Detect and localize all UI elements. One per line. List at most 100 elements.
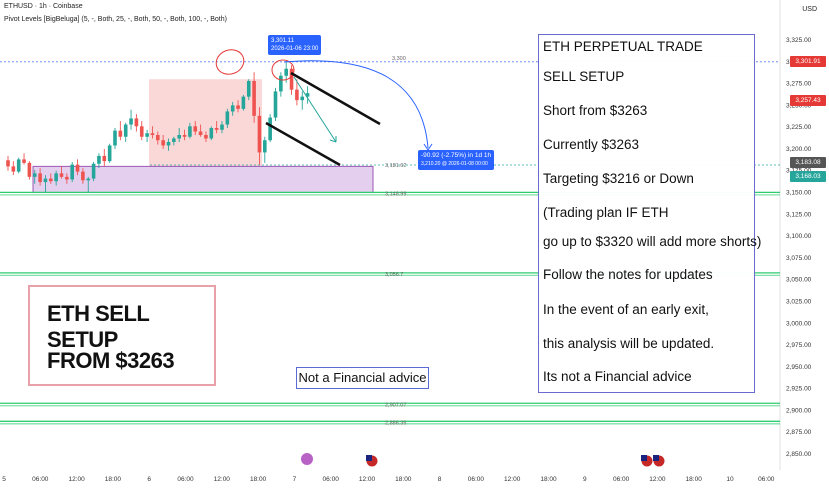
x-tick-label: 18:00 — [250, 476, 267, 483]
y-tick-label: 3,275.00 — [786, 81, 812, 88]
level-label: 2,886.35 — [385, 420, 406, 426]
x-tick-label: 18:00 — [540, 476, 557, 483]
candle-body — [182, 135, 187, 137]
candle-body — [263, 140, 267, 153]
candle-body — [150, 133, 155, 136]
projection-curve — [283, 60, 429, 149]
trade-note-line: SELL SETUP — [543, 69, 625, 84]
candle-body — [166, 141, 171, 146]
event-flag-canton — [653, 455, 659, 461]
trade-note-line: this analysis will be updated. — [543, 336, 715, 351]
candle-body — [134, 118, 139, 127]
price-label: 3,301.91 — [790, 56, 826, 67]
candle-body — [172, 138, 176, 142]
y-tick-label: 3,200.00 — [786, 146, 812, 153]
candle-body — [27, 162, 32, 177]
candle-body — [177, 135, 181, 139]
disclaimer-box[interactable]: Not a Financial advice — [296, 367, 429, 389]
event-flag-canton — [641, 455, 647, 461]
candle-body — [284, 68, 288, 76]
candle-body — [97, 155, 101, 164]
y-tick-label: 3,025.00 — [786, 298, 812, 305]
y-tick-label: 2,875.00 — [786, 429, 812, 436]
candle-body — [22, 159, 26, 163]
candle-body — [65, 176, 69, 180]
y-tick-label: 2,850.00 — [786, 451, 812, 458]
candle-body — [11, 166, 16, 172]
high-tooltip: 3,301.11 2026-01-06 23:00 — [268, 35, 322, 55]
measure-tooltip: -90.92 (-2.75%) in 1d 1h 3,210.20 @ 2026… — [418, 150, 495, 170]
candle-body — [59, 173, 64, 177]
candle-body — [279, 75, 283, 92]
candle-body — [43, 178, 48, 183]
candle-body — [81, 171, 85, 181]
trend-line-lower — [265, 121, 341, 167]
level-label: 3,148.99 — [385, 191, 406, 197]
x-tick-label: 18:00 — [686, 476, 703, 483]
top-circle — [271, 59, 295, 81]
trade-note-line: ETH PERPETUAL TRADE — [543, 39, 703, 54]
candle-body — [86, 178, 91, 181]
x-tick-label: 10 — [726, 476, 734, 483]
candle-body — [70, 164, 74, 180]
level-label: 3,300 — [392, 56, 406, 62]
high-circle — [215, 49, 245, 75]
candle-body — [129, 118, 133, 125]
high-tooltip-date: 2026-01-06 23:00 — [271, 46, 319, 52]
trade-note-line: Follow the notes for updates — [543, 267, 713, 282]
sell-setup-title: ETH SELL SETUP — [47, 301, 149, 352]
y-tick-label: 3,125.00 — [786, 211, 812, 218]
event-icon — [301, 453, 313, 465]
x-tick-label: 12:00 — [68, 476, 85, 483]
price-label: 3,183.08 — [790, 157, 826, 168]
candle-body — [268, 117, 272, 141]
candle-body — [273, 91, 278, 118]
x-tick-label: 06:00 — [758, 476, 775, 483]
candle-body — [246, 80, 251, 97]
candle-body — [236, 105, 240, 109]
candle-body — [139, 126, 144, 137]
x-tick-label: 06:00 — [177, 476, 194, 483]
y-tick-label: 2,975.00 — [786, 342, 812, 349]
candle-body — [75, 164, 80, 172]
trade-note-line: go up to $3320 will add more shorts) — [543, 234, 762, 249]
candle-body — [252, 80, 256, 116]
y-tick-label: 2,900.00 — [786, 407, 812, 414]
x-tick-label: 12:00 — [649, 476, 666, 483]
trade-note-line: Its not a Financial advice — [543, 369, 692, 384]
level-label: 3,181.62 — [385, 163, 406, 169]
trade-notes-box[interactable]: ETH PERPETUAL TRADE SELL SETUP Short from … — [538, 34, 761, 393]
x-tick-label: 6 — [147, 476, 151, 483]
candle-body — [220, 124, 224, 130]
price-label: 3,257.43 — [790, 95, 826, 106]
candle-body — [289, 68, 294, 90]
trend-line-upper — [290, 71, 381, 126]
x-tick-label: 18:00 — [105, 476, 122, 483]
candle-body — [113, 130, 117, 146]
x-tick-label: 06:00 — [32, 476, 49, 483]
y-tick-label: 2,925.00 — [786, 386, 812, 393]
candle-body — [193, 126, 198, 132]
x-tick-label: 12:00 — [504, 476, 521, 483]
candle-body — [107, 145, 112, 162]
y-tick-label: 3,225.00 — [786, 124, 812, 131]
candle-body — [32, 173, 37, 177]
measure-tooltip-target: 3,210.20 @ 2026-01-08 00:00 — [421, 161, 488, 167]
trade-note-line: (Trading plan IF ETH — [543, 205, 669, 220]
candle-body — [241, 96, 246, 109]
candle-body — [214, 128, 219, 130]
y-tick-label: 3,325.00 — [786, 37, 812, 44]
currency-label: USD — [802, 6, 817, 13]
trade-note-line: Currently $3263 — [543, 137, 640, 152]
chart-title: ETHUSD · 1h · Coinbase — [4, 3, 83, 10]
sell-setup-box[interactable]: ETH SELL SETUP FROM $3263 — [28, 285, 216, 386]
candle-body — [188, 126, 192, 137]
x-tick-label: 12:00 — [359, 476, 376, 483]
indicator-legend[interactable]: Pivot Levels [BigBeluga] (5, -, Both, 25… — [4, 16, 227, 23]
price-label: 3,168.03 — [790, 171, 826, 182]
candle-body — [38, 173, 42, 183]
y-tick-label: 3,000.00 — [786, 320, 812, 327]
x-tick-label: 7 — [293, 476, 297, 483]
high-tooltip-price: 3,301.11 — [271, 38, 294, 44]
x-tick-label: 5 — [2, 476, 6, 483]
